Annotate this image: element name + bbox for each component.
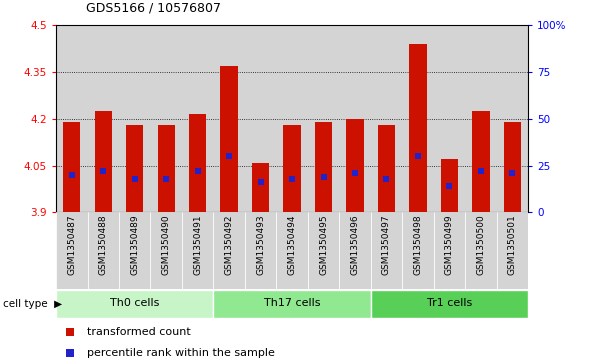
Bar	[56, 290, 214, 318]
Text: Th0 cells: Th0 cells	[110, 298, 159, 309]
Bar	[276, 25, 308, 212]
Bar	[409, 44, 427, 212]
Bar	[63, 122, 80, 212]
Bar	[465, 25, 497, 212]
Bar	[434, 25, 465, 212]
Bar	[504, 122, 521, 212]
Bar	[150, 25, 182, 212]
Bar	[56, 25, 87, 212]
Text: Tr1 cells: Tr1 cells	[427, 298, 472, 309]
Bar	[221, 66, 238, 212]
Bar	[158, 125, 175, 212]
Bar	[245, 212, 276, 289]
Bar	[402, 25, 434, 212]
Text: percentile rank within the sample: percentile rank within the sample	[87, 348, 274, 358]
Bar	[308, 25, 339, 212]
Bar	[339, 25, 371, 212]
Text: GSM1350494: GSM1350494	[287, 215, 297, 275]
Text: transformed count: transformed count	[87, 327, 191, 337]
Bar	[245, 25, 276, 212]
Text: GSM1350498: GSM1350498	[414, 215, 422, 275]
Bar	[214, 290, 371, 318]
Bar	[87, 212, 119, 289]
Bar	[214, 212, 245, 289]
Bar	[434, 212, 465, 289]
Text: GDS5166 / 10576807: GDS5166 / 10576807	[86, 1, 221, 15]
Text: GSM1350493: GSM1350493	[256, 215, 265, 275]
Text: GSM1350492: GSM1350492	[225, 215, 234, 275]
Bar	[189, 114, 206, 212]
Text: GSM1350497: GSM1350497	[382, 215, 391, 275]
Bar	[465, 212, 497, 289]
Bar	[378, 125, 395, 212]
Bar	[472, 111, 490, 212]
Bar	[371, 290, 528, 318]
Text: cell type  ▶: cell type ▶	[3, 299, 62, 309]
Bar	[126, 125, 143, 212]
Bar	[497, 212, 528, 289]
Bar	[150, 212, 182, 289]
Text: GSM1350495: GSM1350495	[319, 215, 328, 275]
Bar	[339, 212, 371, 289]
Bar	[402, 212, 434, 289]
Bar	[182, 25, 214, 212]
Bar	[346, 119, 363, 212]
Bar	[214, 25, 245, 212]
Text: GSM1350491: GSM1350491	[193, 215, 202, 275]
Text: GSM1350487: GSM1350487	[67, 215, 76, 275]
Bar	[119, 25, 150, 212]
Text: Th17 cells: Th17 cells	[264, 298, 320, 309]
Bar	[497, 25, 528, 212]
Bar	[308, 212, 339, 289]
Text: GSM1350496: GSM1350496	[350, 215, 359, 275]
Bar	[252, 163, 269, 212]
Bar	[276, 212, 308, 289]
Bar	[119, 212, 150, 289]
Bar	[56, 212, 87, 289]
Bar	[315, 122, 332, 212]
Bar	[87, 25, 119, 212]
Text: GSM1350490: GSM1350490	[162, 215, 171, 275]
Text: GSM1350489: GSM1350489	[130, 215, 139, 275]
Text: GSM1350488: GSM1350488	[99, 215, 108, 275]
Bar	[371, 212, 402, 289]
Text: GSM1350500: GSM1350500	[476, 215, 486, 276]
Bar	[283, 125, 301, 212]
Bar	[182, 212, 214, 289]
Bar	[371, 25, 402, 212]
Bar	[441, 159, 458, 212]
Text: GSM1350499: GSM1350499	[445, 215, 454, 275]
Bar	[94, 111, 112, 212]
Text: GSM1350501: GSM1350501	[508, 215, 517, 276]
